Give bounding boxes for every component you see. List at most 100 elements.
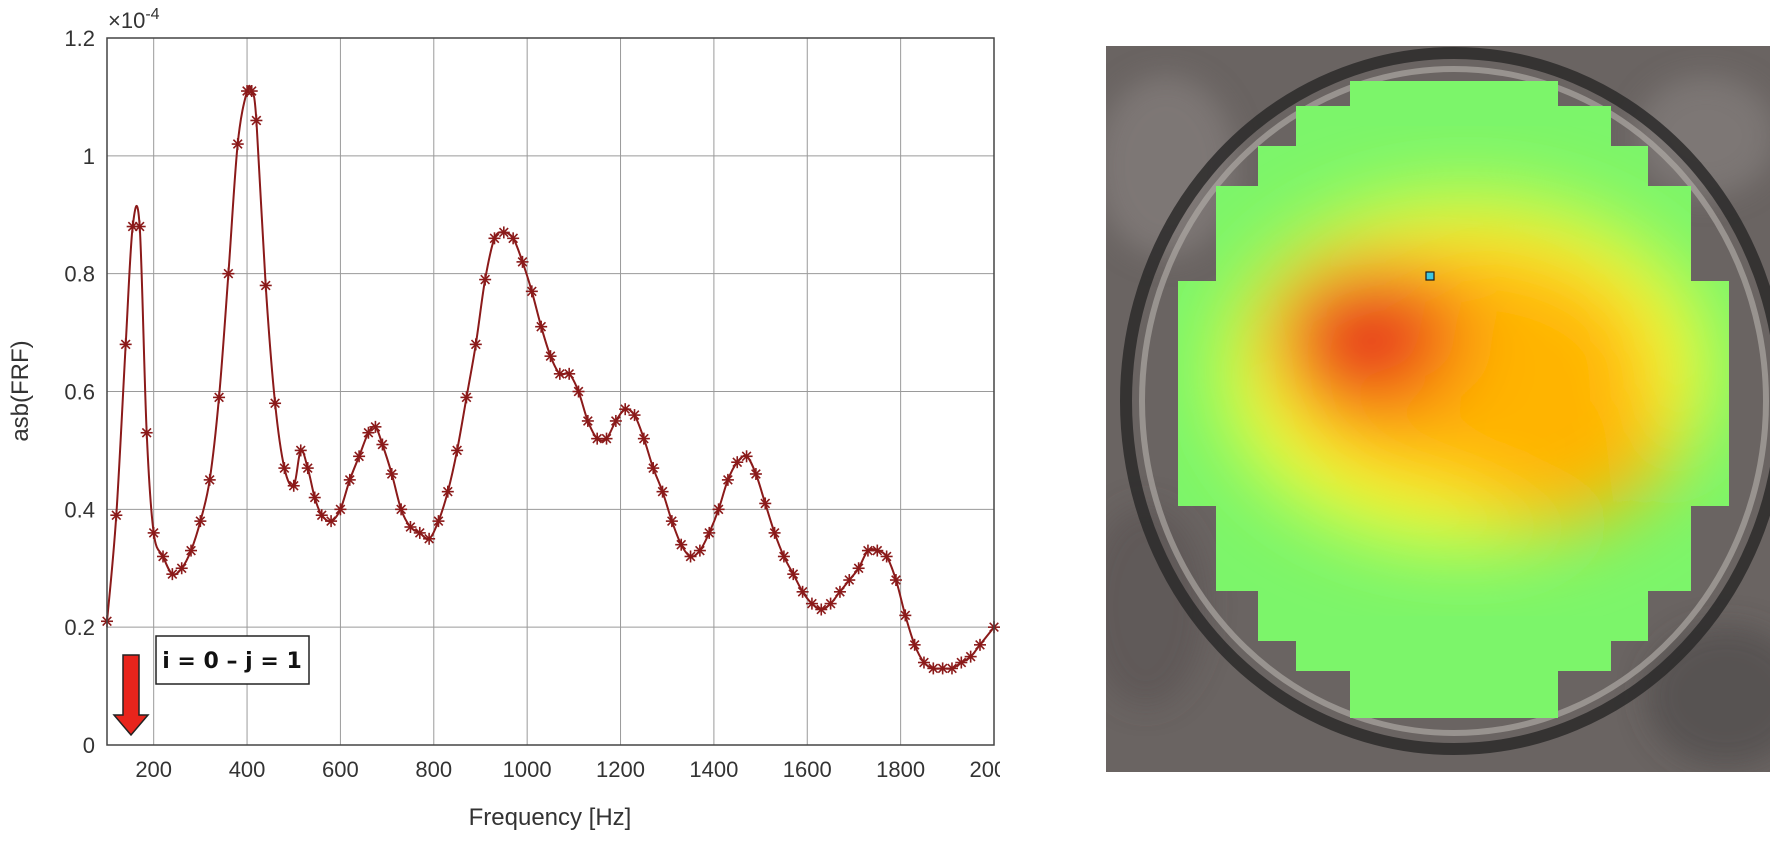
- y-tick-label: 0.6: [64, 380, 95, 405]
- data-point-marker: [269, 397, 282, 410]
- data-point-marker: [231, 138, 244, 151]
- data-point-marker: [413, 526, 426, 539]
- data-point-marker: [308, 491, 321, 504]
- data-point-marker: [376, 438, 389, 451]
- mode-label-box: [155, 635, 310, 685]
- y-exponent-label: ×10-4: [108, 6, 160, 33]
- data-point-marker: [675, 538, 688, 551]
- data-point-marker: [213, 391, 226, 404]
- data-point-marker: [749, 467, 762, 480]
- data-point-marker: [740, 450, 753, 463]
- data-point-marker: [278, 462, 291, 475]
- data-point-marker: [166, 568, 179, 581]
- data-point-marker: [110, 509, 123, 522]
- x-tick-label: 600: [322, 757, 359, 782]
- frf-series: [101, 84, 1000, 675]
- x-tick-label: 800: [415, 757, 452, 782]
- data-point-marker: [175, 562, 188, 575]
- data-point-marker: [768, 526, 781, 539]
- data-point-marker: [609, 414, 622, 427]
- frf-markers: [101, 85, 1000, 675]
- data-point-marker: [787, 568, 800, 581]
- data-point-marker: [777, 550, 790, 563]
- data-point-marker: [287, 479, 300, 492]
- data-point-marker: [973, 638, 986, 651]
- data-point-marker: [553, 367, 566, 380]
- data-point-marker: [343, 473, 356, 486]
- data-point-marker: [656, 485, 669, 498]
- data-point-marker: [222, 267, 235, 280]
- data-point-marker: [140, 426, 153, 439]
- data-point-marker: [432, 515, 445, 528]
- data-point-marker: [637, 432, 650, 445]
- data-point-marker: [712, 503, 725, 516]
- data-point-marker: [516, 255, 529, 268]
- y-tick-label: 0.2: [64, 615, 95, 640]
- data-point-marker: [721, 473, 734, 486]
- data-point-marker: [119, 338, 132, 351]
- data-point-marker: [945, 662, 958, 675]
- data-point-marker: [731, 456, 744, 469]
- y-tick-label: 0.4: [64, 497, 95, 522]
- data-point-marker: [301, 462, 314, 475]
- probe-point-marker: [1425, 271, 1435, 281]
- x-tick-label: 1600: [783, 757, 832, 782]
- data-point-marker: [852, 562, 865, 575]
- data-point-marker: [908, 638, 921, 651]
- data-point-marker: [353, 450, 366, 463]
- y-exponent-base: ×10: [108, 8, 145, 33]
- data-point-marker: [899, 609, 912, 622]
- data-point-marker: [525, 285, 538, 298]
- data-point-marker: [759, 497, 772, 510]
- specimen-rim: [1120, 47, 1770, 755]
- data-point-marker: [824, 597, 837, 610]
- fft-heatmap-panel: [1106, 46, 1770, 772]
- data-point-marker: [665, 515, 678, 528]
- data-point-marker: [833, 585, 846, 598]
- data-point-marker: [147, 526, 160, 539]
- data-point-marker: [259, 279, 272, 292]
- data-point-marker: [250, 114, 263, 127]
- data-point-marker: [404, 521, 417, 534]
- data-point-marker: [796, 585, 809, 598]
- data-point-marker: [843, 574, 856, 587]
- data-point-marker: [441, 485, 454, 498]
- data-point-marker: [460, 391, 473, 404]
- x-tick-label: 1200: [596, 757, 645, 782]
- data-point-marker: [507, 232, 520, 245]
- data-point-marker: [703, 526, 716, 539]
- data-point-marker: [917, 656, 930, 669]
- x-tick-label: 1000: [503, 757, 552, 782]
- y-tick-label: 1: [83, 144, 95, 169]
- data-point-marker: [572, 385, 585, 398]
- y-axis-label: asb(FRF): [7, 340, 34, 441]
- data-point-marker: [395, 503, 408, 516]
- data-point-marker: [805, 597, 818, 610]
- x-tick-label: 1800: [876, 757, 925, 782]
- data-point-marker: [581, 414, 594, 427]
- y-tick-label: 1.2: [64, 26, 95, 51]
- data-point-marker: [157, 550, 170, 563]
- y-tick-label: 0.8: [64, 262, 95, 287]
- specimen-rim-highlight: [1139, 66, 1769, 736]
- data-point-marker: [133, 220, 146, 233]
- heatmap-image: [1106, 46, 1770, 772]
- down-arrow-icon: [112, 654, 150, 737]
- data-point-marker: [871, 544, 884, 557]
- data-point-marker: [693, 544, 706, 557]
- data-point-marker: [815, 603, 828, 616]
- mode-annotation: i = 0 – j = 1: [155, 635, 310, 685]
- data-point-marker: [469, 338, 482, 351]
- data-point-marker: [497, 226, 510, 239]
- data-point-marker: [423, 532, 436, 545]
- heatmap-mid-region-lower: [1446, 361, 1666, 521]
- data-point-marker: [628, 409, 641, 422]
- grid-lines: [107, 38, 994, 745]
- data-point-marker: [889, 574, 902, 587]
- x-tick-label: 400: [229, 757, 266, 782]
- background-texture: [1106, 76, 1770, 766]
- data-point-marker: [369, 420, 382, 433]
